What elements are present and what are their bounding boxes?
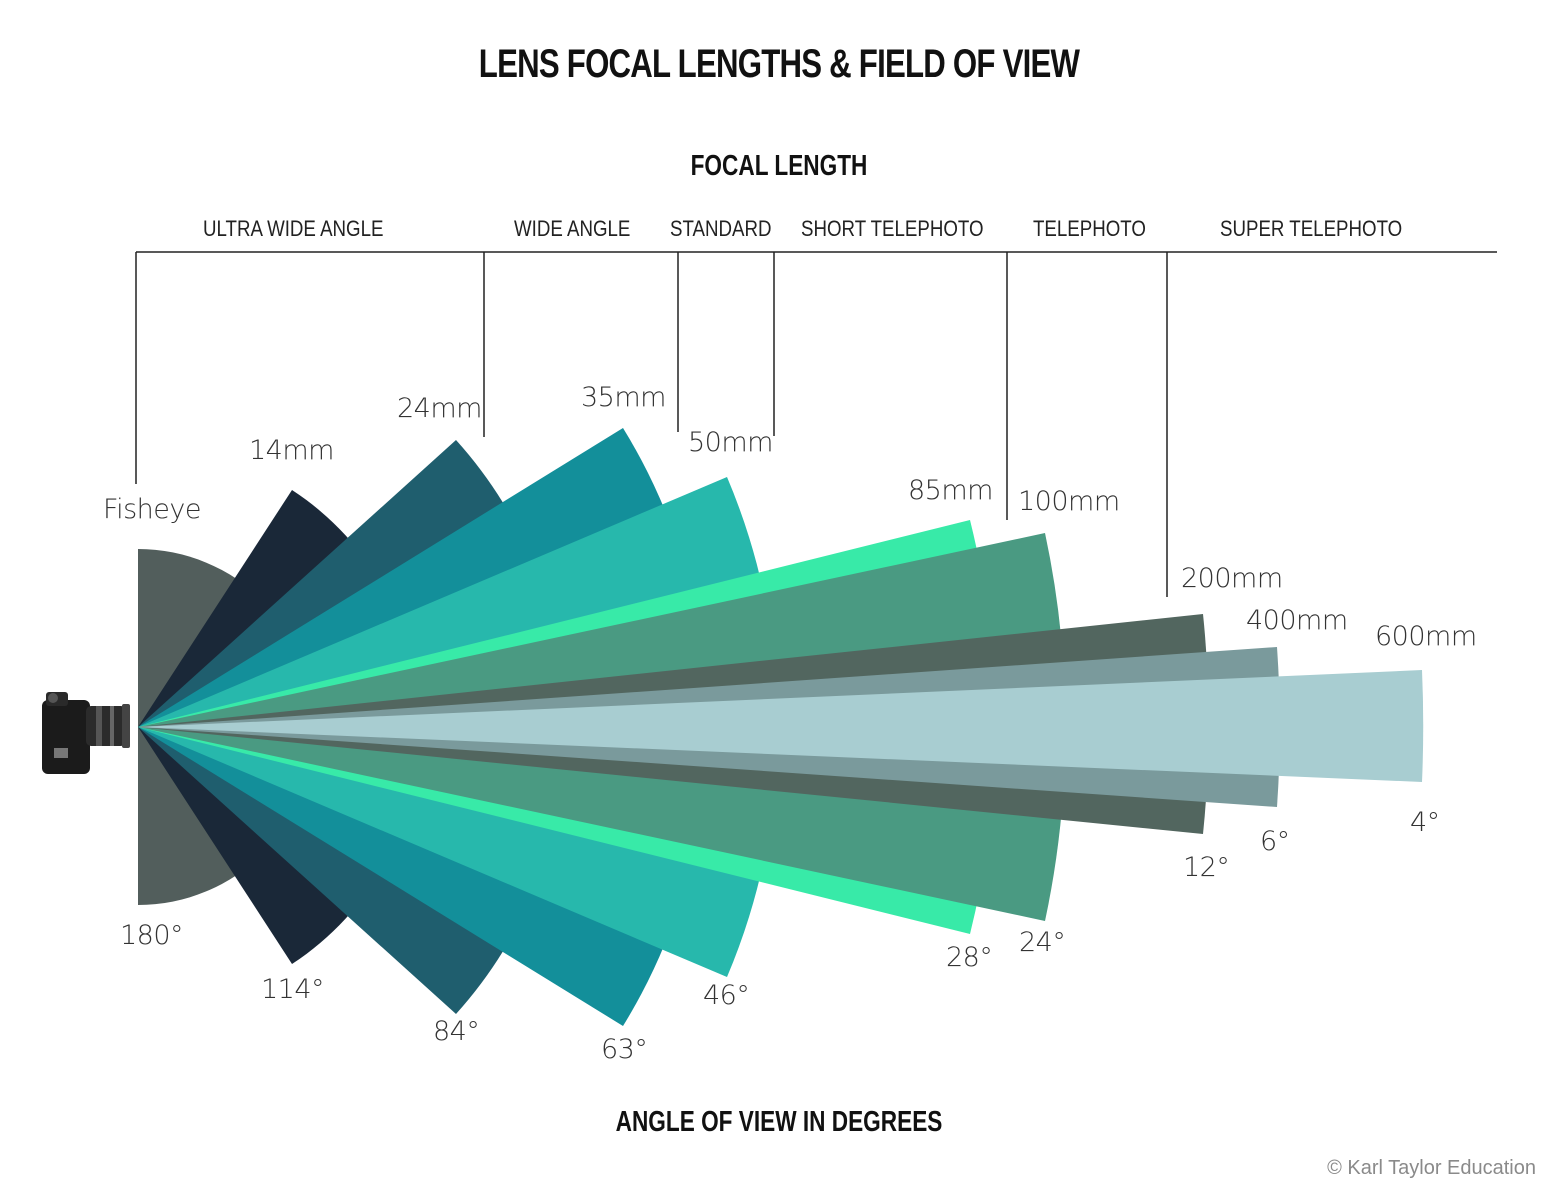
angle-label-180: 180° [120,920,184,951]
angle-label-114: 114° [261,974,325,1005]
lens-label-200mm: 200mm [1181,563,1283,594]
angle-label-24: 24° [1019,927,1066,958]
angle-label-84: 84° [433,1016,480,1047]
category-short-telephoto: SHORT TELEPHOTO [801,216,984,241]
lens-label-50mm: 50mm [688,427,773,458]
category-standard: STANDARD [670,216,772,241]
camera-icon [42,692,130,774]
focal-length-axis-title: FOCAL LENGTH [690,150,868,182]
angle-axis-title: ANGLE OF VIEW IN DEGREES [615,1106,943,1138]
lens-label-600mm: 600mm [1375,621,1477,652]
lens-label-100mm: 100mm [1018,486,1120,517]
angle-label-46: 46° [703,980,750,1011]
angle-label-12: 12° [1183,852,1230,883]
category-wide-angle: WIDE ANGLE [514,216,631,241]
category-bracket [135,251,1497,597]
lens-label-400mm: 400mm [1246,605,1348,636]
angle-label-28: 28° [946,942,993,973]
lens-label-35mm: 35mm [581,382,666,413]
angle-label-6: 6° [1260,826,1290,857]
chart-title: LENS FOCAL LENGTHS & FIELD OF VIEW [478,42,1080,86]
category-super-telephoto: SUPER TELEPHOTO [1220,216,1403,241]
angle-label-63: 63° [601,1034,648,1065]
copyright-credit: © Karl Taylor Education [1327,1157,1536,1179]
category-ultra-wide-angle: ULTRA WIDE ANGLE [203,216,384,241]
lens-label-14mm: 14mm [249,435,334,466]
wedge-600mm [138,670,1424,782]
angle-label-4: 4° [1410,807,1440,838]
lens-label-fisheye: Fisheye [103,494,201,525]
lens-label-85mm: 85mm [908,475,993,506]
category-telephoto: TELEPHOTO [1033,216,1146,241]
lens-label-24mm: 24mm [397,393,482,424]
